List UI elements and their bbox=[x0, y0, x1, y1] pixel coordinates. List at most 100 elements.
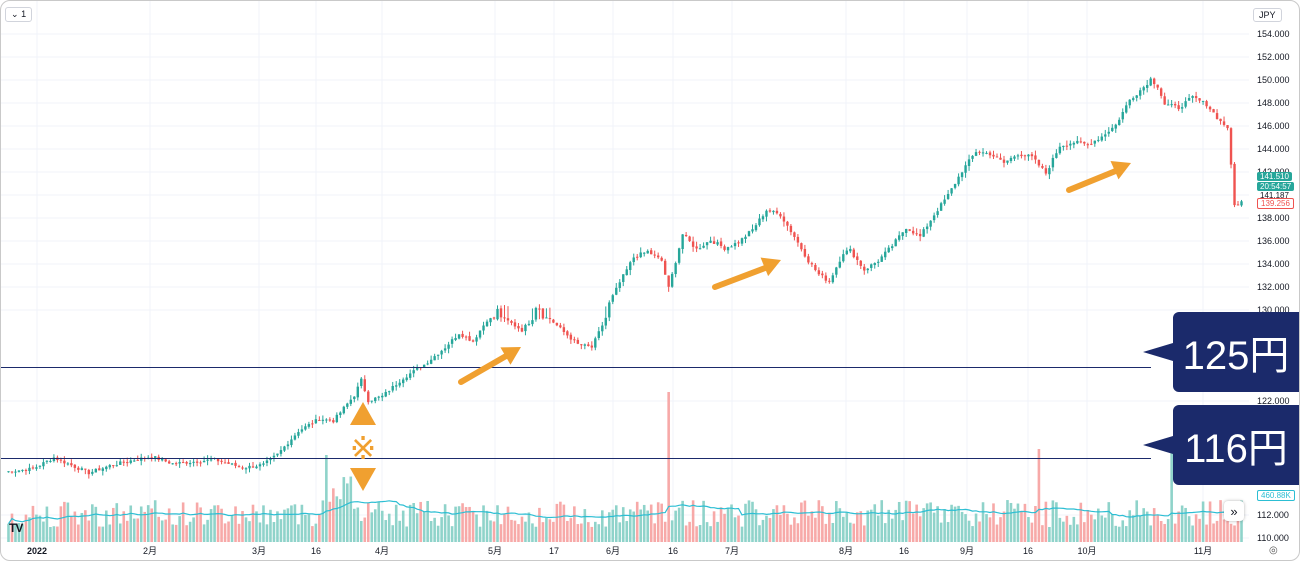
volume-bar bbox=[1093, 519, 1097, 542]
volume-bar bbox=[1229, 523, 1233, 542]
price-tick-label: 148.000 bbox=[1257, 98, 1290, 108]
volume-ma-tag: 460.88K bbox=[1257, 490, 1295, 501]
currency-label[interactable]: JPY bbox=[1253, 8, 1282, 22]
interval-badge[interactable]: ⌄ 1 bbox=[5, 7, 33, 22]
candle-body bbox=[1072, 142, 1076, 145]
volume-bar bbox=[464, 507, 468, 542]
volume-bar bbox=[939, 522, 943, 542]
candle-body bbox=[601, 325, 604, 332]
volume-bar bbox=[129, 505, 133, 542]
price-tick-label: 146.000 bbox=[1257, 121, 1290, 131]
candle-body bbox=[712, 241, 716, 244]
candle-body bbox=[188, 462, 192, 465]
candle-body bbox=[1205, 101, 1208, 107]
candle-body bbox=[408, 373, 412, 378]
candle-body bbox=[426, 363, 429, 365]
volume-bar bbox=[321, 500, 325, 542]
candle-body bbox=[133, 460, 136, 462]
candle-body bbox=[1100, 136, 1103, 141]
volume-bar bbox=[384, 520, 388, 542]
scroll-to-realtime-button[interactable]: » bbox=[1224, 501, 1244, 521]
time-axis[interactable]: 2022 2月 3月 16 4月 5月 17 6月 16 7月 8月 16 9月 16 10月 11月 bbox=[27, 546, 1212, 556]
candle-body bbox=[929, 220, 932, 227]
candle-body bbox=[272, 455, 276, 458]
volume-bar bbox=[387, 513, 391, 542]
volume-bar bbox=[482, 505, 485, 542]
candle-body bbox=[136, 459, 139, 461]
volume-bar bbox=[206, 519, 209, 542]
candle-body bbox=[1219, 118, 1222, 122]
volume-bar bbox=[91, 504, 94, 542]
volume-bar bbox=[14, 524, 17, 542]
volume-bar bbox=[1044, 501, 1048, 542]
candle-body bbox=[684, 234, 688, 237]
candle-body bbox=[450, 339, 454, 344]
volume-bar bbox=[185, 525, 188, 542]
volume-bar bbox=[447, 515, 450, 542]
candle-body bbox=[248, 465, 251, 469]
volume-bar bbox=[653, 523, 656, 542]
volume-bar bbox=[978, 521, 981, 542]
volume-bar bbox=[1051, 500, 1055, 542]
candle-body bbox=[747, 231, 751, 237]
volume-bar bbox=[503, 514, 506, 542]
price-tick-label: 136.000 bbox=[1257, 236, 1290, 246]
volume-bar bbox=[426, 500, 429, 542]
time-tick-label: 2月 bbox=[143, 546, 157, 556]
price-tick-label: 154.000 bbox=[1257, 29, 1290, 39]
settings-icon[interactable]: ◎ bbox=[1269, 545, 1278, 556]
volume-bar bbox=[761, 519, 765, 542]
volume-bar bbox=[814, 517, 817, 542]
volume-bar bbox=[359, 520, 363, 542]
volume-bar bbox=[862, 525, 866, 542]
volume-bar bbox=[950, 504, 953, 542]
volume-bar bbox=[1107, 502, 1111, 542]
volume-bar bbox=[698, 524, 702, 542]
candle-body bbox=[632, 257, 635, 263]
volume-bar bbox=[1121, 520, 1125, 542]
candle-body bbox=[967, 159, 971, 166]
candle-body bbox=[412, 370, 415, 374]
volume-bar bbox=[866, 510, 870, 542]
volume-ma-line bbox=[8, 500, 1242, 525]
volume-bars bbox=[7, 392, 1243, 542]
volume-bar bbox=[1159, 521, 1163, 542]
candle-body bbox=[489, 318, 492, 323]
candle-body bbox=[283, 446, 286, 451]
volume-bar bbox=[111, 507, 115, 542]
candle-body bbox=[1114, 124, 1117, 129]
candle-body bbox=[1062, 145, 1065, 148]
volume-bar bbox=[1016, 503, 1020, 542]
candle-body bbox=[293, 435, 297, 440]
candle-body bbox=[454, 337, 457, 340]
candle-body bbox=[656, 255, 660, 258]
candle-body bbox=[761, 216, 765, 220]
volume-bar bbox=[545, 517, 548, 542]
candle-body bbox=[1090, 143, 1093, 145]
candle-body bbox=[150, 457, 153, 459]
candle-body bbox=[381, 395, 384, 398]
volume-bar bbox=[220, 508, 223, 542]
candle-body bbox=[1132, 98, 1135, 100]
volume-bar bbox=[1170, 452, 1173, 542]
candle-body bbox=[1156, 84, 1159, 88]
candle-body bbox=[943, 199, 946, 204]
candle-body bbox=[482, 325, 485, 331]
volume-bar bbox=[744, 503, 747, 542]
volume-bar bbox=[213, 505, 216, 542]
volume-bar bbox=[663, 521, 667, 542]
volume-bar bbox=[1201, 501, 1205, 542]
volume-bar bbox=[307, 514, 311, 542]
volume-bar bbox=[80, 512, 84, 542]
volume-bar bbox=[325, 455, 328, 542]
volume-bar bbox=[566, 520, 569, 542]
candle-body bbox=[422, 364, 426, 368]
candle-body bbox=[992, 154, 995, 157]
candle-body bbox=[105, 466, 108, 470]
candle-body bbox=[297, 432, 300, 436]
volume-bar bbox=[1023, 503, 1027, 542]
volume-bar bbox=[775, 505, 779, 542]
candle-body bbox=[513, 322, 517, 327]
volume-bar bbox=[772, 509, 775, 542]
